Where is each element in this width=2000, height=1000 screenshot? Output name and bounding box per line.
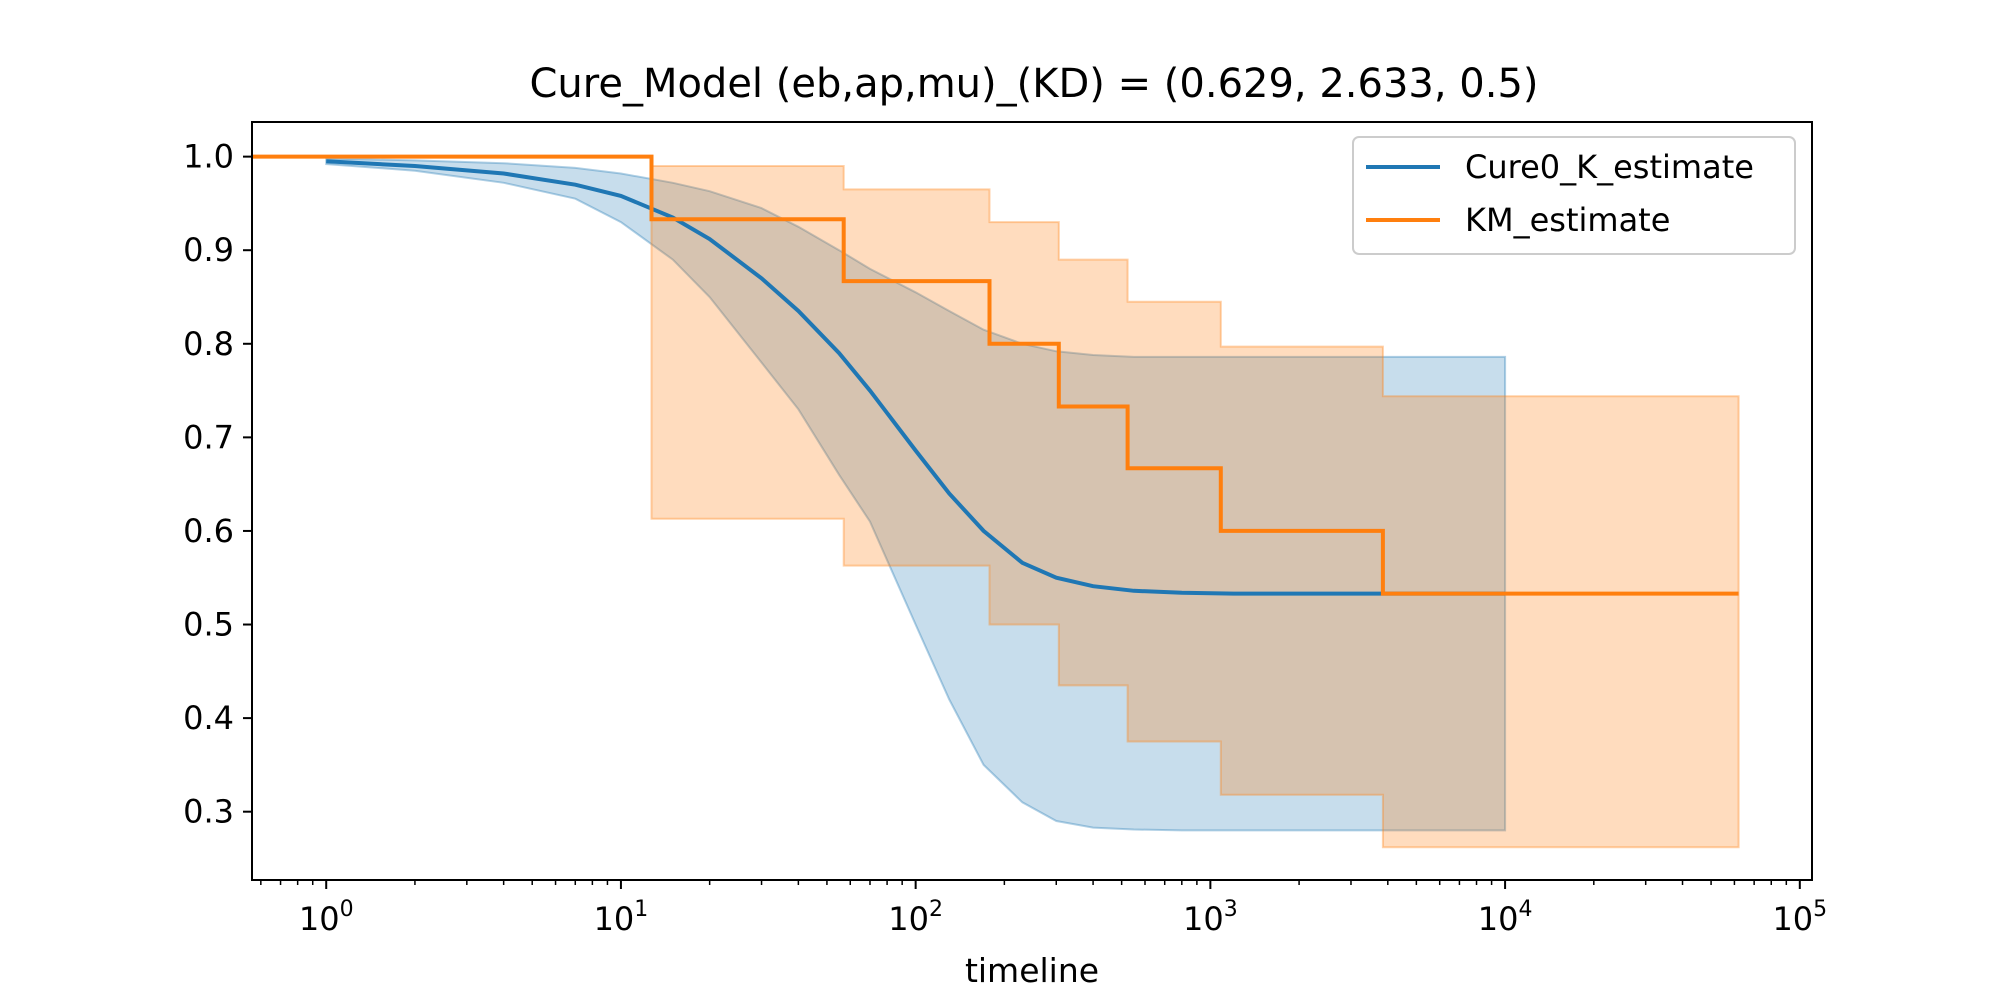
x-tick-label: 105	[1772, 897, 1827, 938]
chart-title: Cure_Model (eb,ap,mu)_(KD) = (0.629, 2.6…	[529, 61, 1538, 107]
series-line-0	[326, 159, 1506, 596]
y-tick-label: 0.9	[183, 231, 234, 269]
plot-area	[252, 154, 1740, 849]
y-axis: 1.0 0.9 0.8 0.7 0.6 0.5 0.4 0.3	[183, 138, 252, 831]
x-axis-label: timeline	[965, 951, 1099, 990]
ci-band-1	[252, 155, 1740, 849]
x-axis: 100 101 102 103 104 105	[260, 880, 1827, 938]
x-tick-label: 100	[299, 897, 354, 938]
series-line-1	[252, 154, 1739, 596]
y-tick-label: 0.5	[183, 606, 234, 644]
legend-box	[1352, 136, 1796, 255]
y-tick-label: 1.0	[183, 138, 234, 176]
y-tick-label: 0.3	[183, 793, 234, 831]
y-tick-label: 0.4	[183, 699, 234, 737]
axes-frame	[251, 121, 1813, 881]
x-tick-label: 101	[594, 897, 649, 938]
legend-label-0: Cure0_K_estimate	[1465, 148, 1754, 186]
legend: Cure0_K_estimate KM_estimate	[1352, 136, 1796, 255]
y-tick-label: 0.6	[183, 512, 234, 550]
y-tick-label: 0.7	[183, 418, 234, 456]
legend-label-1: KM_estimate	[1465, 201, 1670, 239]
x-tick-label: 102	[888, 897, 943, 938]
x-tick-label: 103	[1183, 897, 1238, 938]
x-tick-label: 104	[1478, 897, 1533, 938]
y-tick-label: 0.8	[183, 325, 234, 363]
